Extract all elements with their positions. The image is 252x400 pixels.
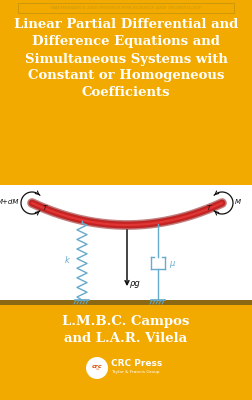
Text: Difference Equations and: Difference Equations and: [32, 36, 220, 48]
Text: Simultaneous Systems with: Simultaneous Systems with: [24, 52, 228, 66]
Text: CRC Press: CRC Press: [111, 360, 162, 368]
Text: T: T: [43, 205, 47, 211]
Text: k: k: [65, 256, 70, 264]
FancyBboxPatch shape: [18, 3, 234, 13]
Bar: [0, 185, 252, 305]
Text: Taylor & Francis Group: Taylor & Francis Group: [111, 370, 160, 374]
Bar: [0, 305, 252, 400]
Text: MATHEMATICS AND PHYSICS FOR SCIENCE AND TECHNOLOGY: MATHEMATICS AND PHYSICS FOR SCIENCE AND …: [50, 6, 202, 10]
Text: crc: crc: [92, 364, 102, 368]
Text: ™: ™: [94, 368, 100, 374]
Bar: [0, 300, 252, 305]
Text: T: T: [207, 205, 211, 211]
Text: M+dM: M+dM: [0, 199, 19, 205]
Text: ρg: ρg: [130, 278, 141, 288]
Text: Linear Partial Differential and: Linear Partial Differential and: [14, 18, 238, 32]
Text: Coefficients: Coefficients: [82, 86, 170, 100]
Text: L.M.B.C. Campos: L.M.B.C. Campos: [62, 316, 190, 328]
Text: and L.A.R. Vilela: and L.A.R. Vilela: [65, 332, 187, 344]
Circle shape: [86, 357, 108, 379]
Text: M: M: [235, 199, 241, 205]
Text: μ: μ: [169, 259, 174, 268]
Text: Constant or Homogeneous: Constant or Homogeneous: [28, 70, 224, 82]
